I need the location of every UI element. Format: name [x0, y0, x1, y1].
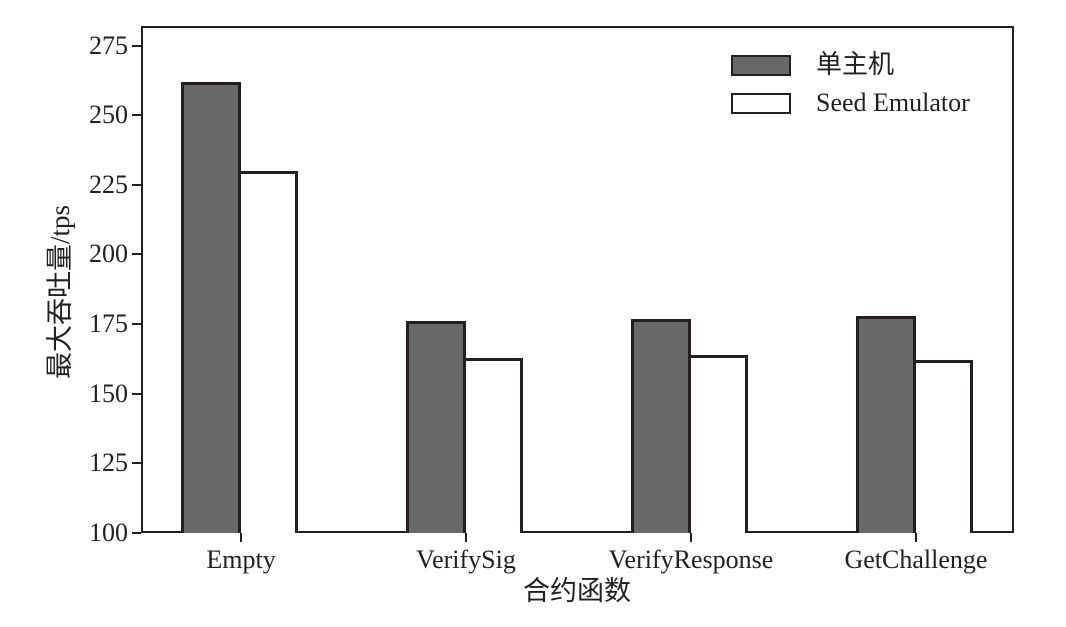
- y-tick-label: 275: [89, 30, 128, 60]
- y-tick-label: 175: [89, 309, 128, 339]
- bar-single-host-getchallenge: [855, 315, 916, 533]
- y-tick-mark: [132, 392, 141, 395]
- y-tick-mark: [132, 44, 141, 47]
- legend: 单主机 Seed Emulator: [731, 50, 970, 118]
- y-axis-title: 最大吞吐量/tps: [45, 204, 75, 380]
- legend-item-single-host: 单主机: [731, 50, 970, 80]
- bar-seed-emulator-getchallenge: [912, 360, 973, 533]
- x-tick-label: Empty: [206, 545, 276, 574]
- plot-area: 单主机 Seed Emulator: [141, 26, 1014, 533]
- y-tick-mark: [132, 183, 141, 186]
- y-tick-mark: [132, 323, 141, 326]
- bar-seed-emulator-verifyresponse: [687, 354, 748, 533]
- legend-item-seed-emulator: Seed Emulator: [731, 88, 970, 118]
- legend-label-seed-emulator: Seed Emulator: [816, 88, 970, 117]
- y-tick-label: 150: [89, 378, 128, 408]
- x-tick-label: GetChallenge: [844, 545, 988, 574]
- y-tick-label: 250: [89, 100, 128, 130]
- x-axis-title: 合约函数: [523, 576, 631, 606]
- bar-seed-emulator-empty: [238, 170, 299, 533]
- x-tick-mark: [465, 533, 468, 542]
- y-tick-label: 100: [89, 518, 128, 547]
- y-tick-mark: [132, 114, 141, 117]
- y-tick-mark: [132, 462, 141, 465]
- legend-label-single-host: 单主机: [816, 50, 895, 79]
- x-tick-mark: [240, 533, 243, 542]
- bar-single-host-empty: [181, 81, 242, 533]
- bar-seed-emulator-verifysig: [463, 357, 524, 533]
- x-tick-mark: [689, 533, 692, 542]
- y-tick-mark: [132, 532, 141, 534]
- x-tick-label: VerifySig: [416, 545, 516, 574]
- bar-single-host-verifysig: [406, 321, 467, 533]
- y-tick-label: 200: [89, 239, 128, 269]
- y-tick-label: 225: [89, 169, 128, 199]
- legend-swatch-seed-emulator: [731, 92, 791, 114]
- x-tick-label: VerifyResponse: [608, 545, 774, 574]
- x-tick-mark: [914, 533, 917, 542]
- y-tick-label: 125: [89, 448, 128, 478]
- bar-single-host-verifyresponse: [630, 318, 691, 533]
- legend-swatch-single-host: [731, 54, 791, 76]
- y-tick-mark: [132, 253, 141, 256]
